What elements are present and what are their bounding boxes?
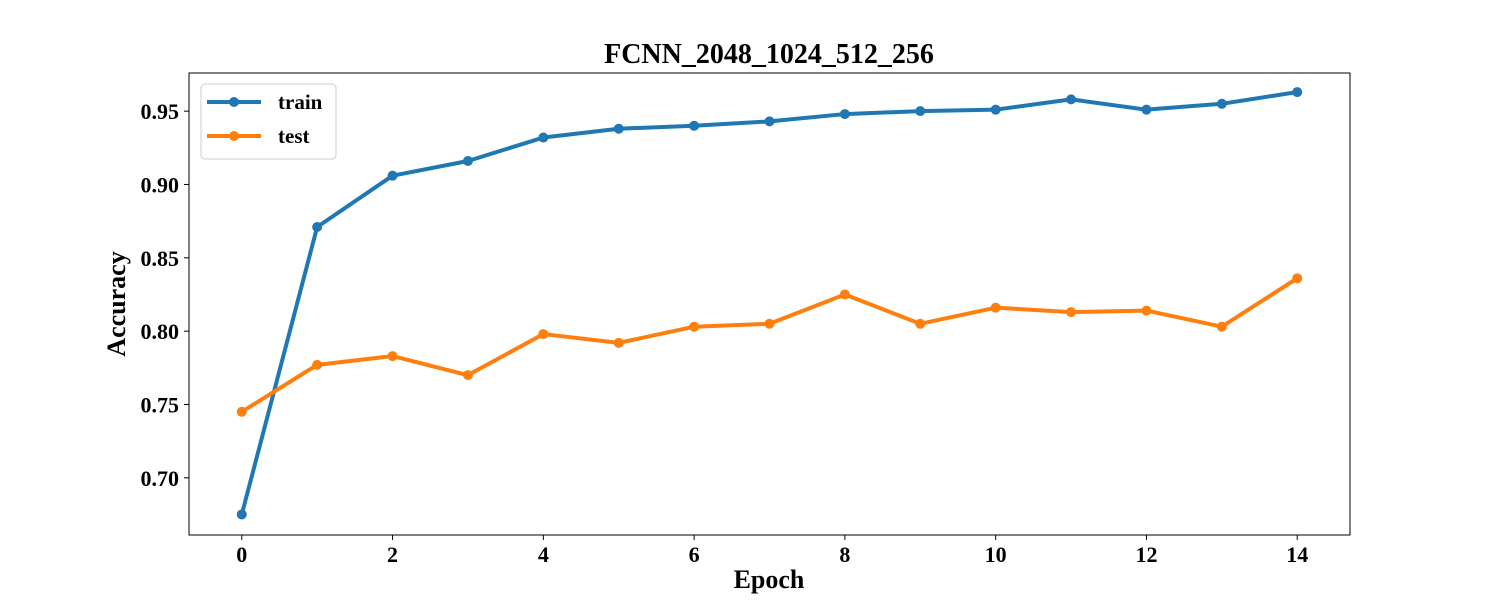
series-test [236,273,1303,417]
data-point-test [1141,305,1152,316]
data-point-train [538,132,549,143]
legend-item-train: train [207,90,323,114]
chart-title: FCNN_2048_1024_512_256 [604,39,934,70]
data-point-train [915,106,926,117]
series-group [236,87,1303,520]
data-point-test [689,321,700,332]
y-tick-label: 0.70 [141,466,180,491]
y-axis-label: Accuracy [102,251,131,356]
data-point-train [1066,94,1077,105]
legend: train test [200,83,337,160]
x-axis-label: Epoch [734,565,805,594]
legend-label-test: test [278,124,309,148]
data-point-train [689,120,700,131]
data-point-train [1292,87,1303,98]
data-point-train [990,104,1001,115]
data-point-test [915,318,926,329]
data-point-train [1141,104,1152,115]
data-point-test [1292,273,1303,284]
series-line-train [239,90,1300,517]
series-line-test [239,276,1300,414]
plot-frame [188,72,1351,536]
data-point-test [764,318,775,329]
data-point-test [387,351,398,362]
legend-item-test: test [207,124,309,148]
data-point-train [839,109,850,120]
data-point-test [839,289,850,300]
data-point-test [1216,321,1227,332]
data-point-train [387,170,398,181]
axis-ticks: 0 2 4 6 8 10 12 14 0.70 0.75 0.80 0.85 0.90 0.95 [141,99,1309,567]
data-point-test [990,302,1001,313]
data-point-test [462,370,473,381]
legend-label-train: train [278,90,323,114]
legend-marker-test [229,131,239,141]
data-point-test [1066,307,1077,318]
data-point-test [312,359,323,370]
legend-marker-train [229,97,239,107]
data-point-train [764,116,775,127]
y-tick-label: 0.95 [141,99,180,124]
x-tick-label: 10 [985,542,1007,567]
x-tick-label: 12 [1135,542,1157,567]
x-tick-label: 4 [538,542,549,567]
y-tick-label: 0.80 [141,319,180,344]
data-point-train [1216,98,1227,109]
x-tick-label: 6 [689,542,700,567]
data-point-test [236,406,247,417]
data-point-test [538,329,549,340]
data-point-test [613,337,624,348]
data-point-train [236,509,247,520]
x-tick-label: 14 [1286,542,1308,567]
data-point-train [613,123,624,134]
x-tick-label: 0 [236,542,247,567]
series-train [236,87,1303,520]
x-tick-label: 8 [839,542,850,567]
x-tick-label: 2 [387,542,398,567]
y-tick-label: 0.75 [141,392,180,417]
y-tick-label: 0.85 [141,246,180,271]
data-point-train [462,156,473,166]
data-point-train [312,222,323,232]
y-tick-label: 0.90 [141,172,180,197]
